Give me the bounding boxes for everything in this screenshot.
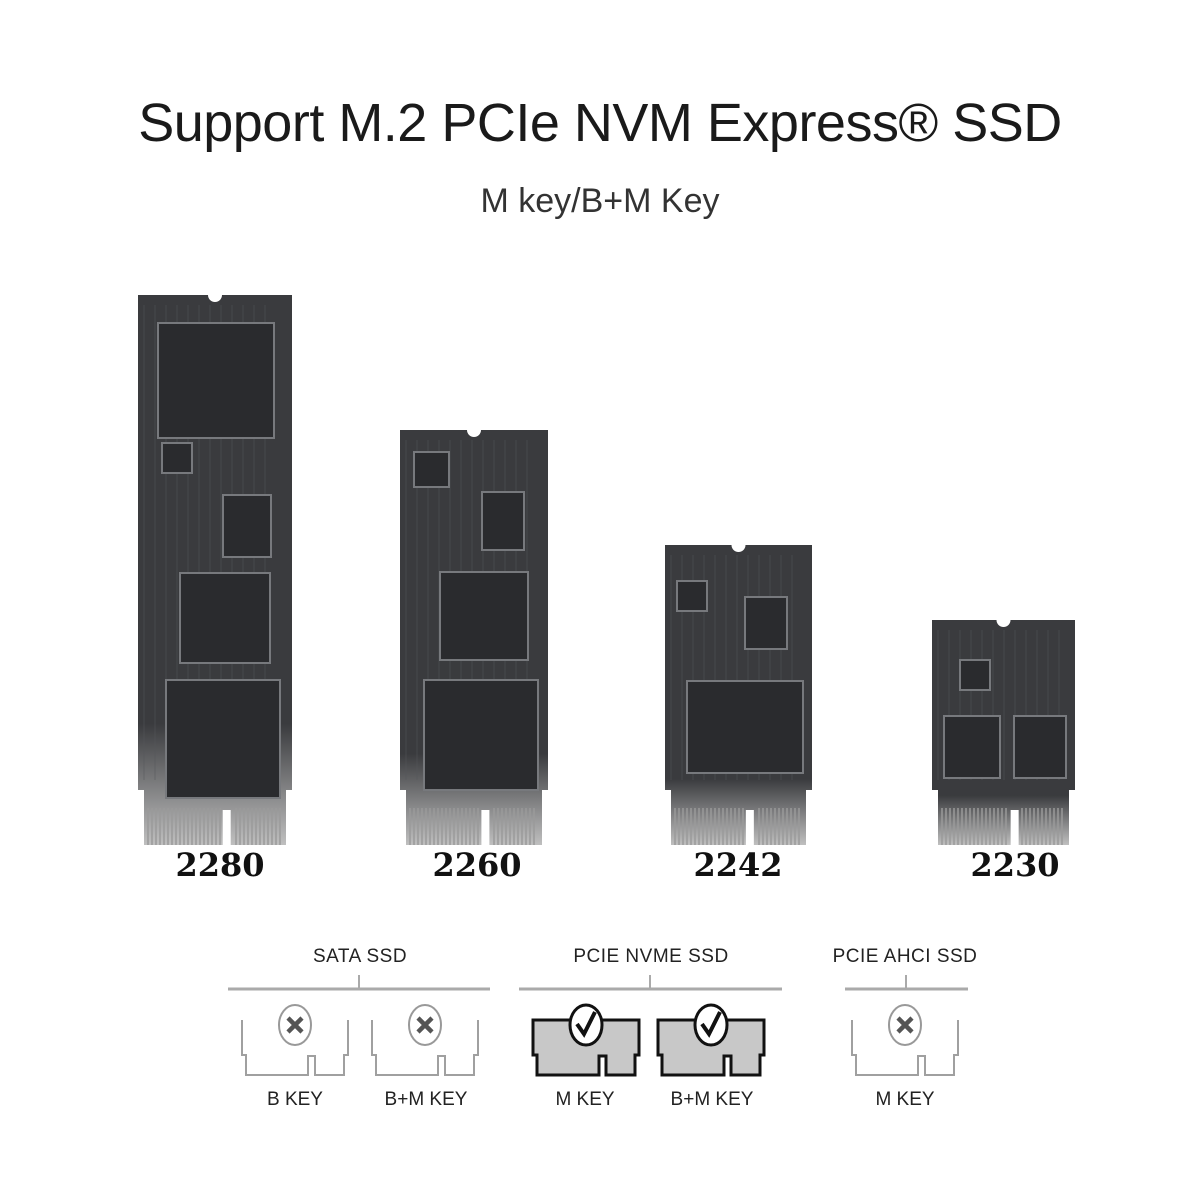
size-label-2230: 2230 [970,846,1060,884]
chip [157,322,275,439]
ssd-board-2230 [932,620,1075,845]
key-label-nvme-bm: B+M KEY [670,1089,754,1110]
ssd-board-2280 [138,295,292,845]
chip [959,659,991,691]
chip [413,451,450,488]
chip [439,571,529,661]
chip [481,491,525,551]
size-label-2260: 2260 [432,846,522,884]
ssd-board-2242 [665,545,812,845]
chip [676,580,708,612]
page-subtitle: M key/B+M Key [480,182,720,220]
key-label-nvme-m: M KEY [555,1089,615,1110]
chip [161,442,193,474]
chip [222,494,272,558]
connector-unsupported [241,1004,349,1076]
size-label-2280: 2280 [175,846,265,884]
group-label-nvme: PCIE NVME SSD [573,946,729,967]
check-icon [568,1003,604,1047]
chip [1013,715,1067,779]
connector-supported [656,1003,766,1077]
ssd-board-2260 [400,430,548,845]
chip [943,715,1001,779]
group-label-sata: SATA SSD [312,946,408,967]
chip [686,680,804,774]
connector-supported [531,1003,641,1077]
key-label-sata-bm: B+M KEY [384,1089,468,1110]
page-title: Support M.2 PCIe NVM Express® SSD [138,93,1062,153]
key-label-ahci-m: M KEY [875,1089,935,1110]
key-label-sata-b: B KEY [267,1089,323,1110]
connector-unsupported [851,1004,959,1076]
chip [744,596,788,650]
chip [179,572,271,664]
chip [165,679,281,799]
chip [423,679,539,791]
group-label-ahci: PCIE AHCI SSD [832,946,978,967]
check-icon [693,1003,729,1047]
connector-unsupported [371,1004,479,1076]
size-label-2242: 2242 [693,846,783,884]
